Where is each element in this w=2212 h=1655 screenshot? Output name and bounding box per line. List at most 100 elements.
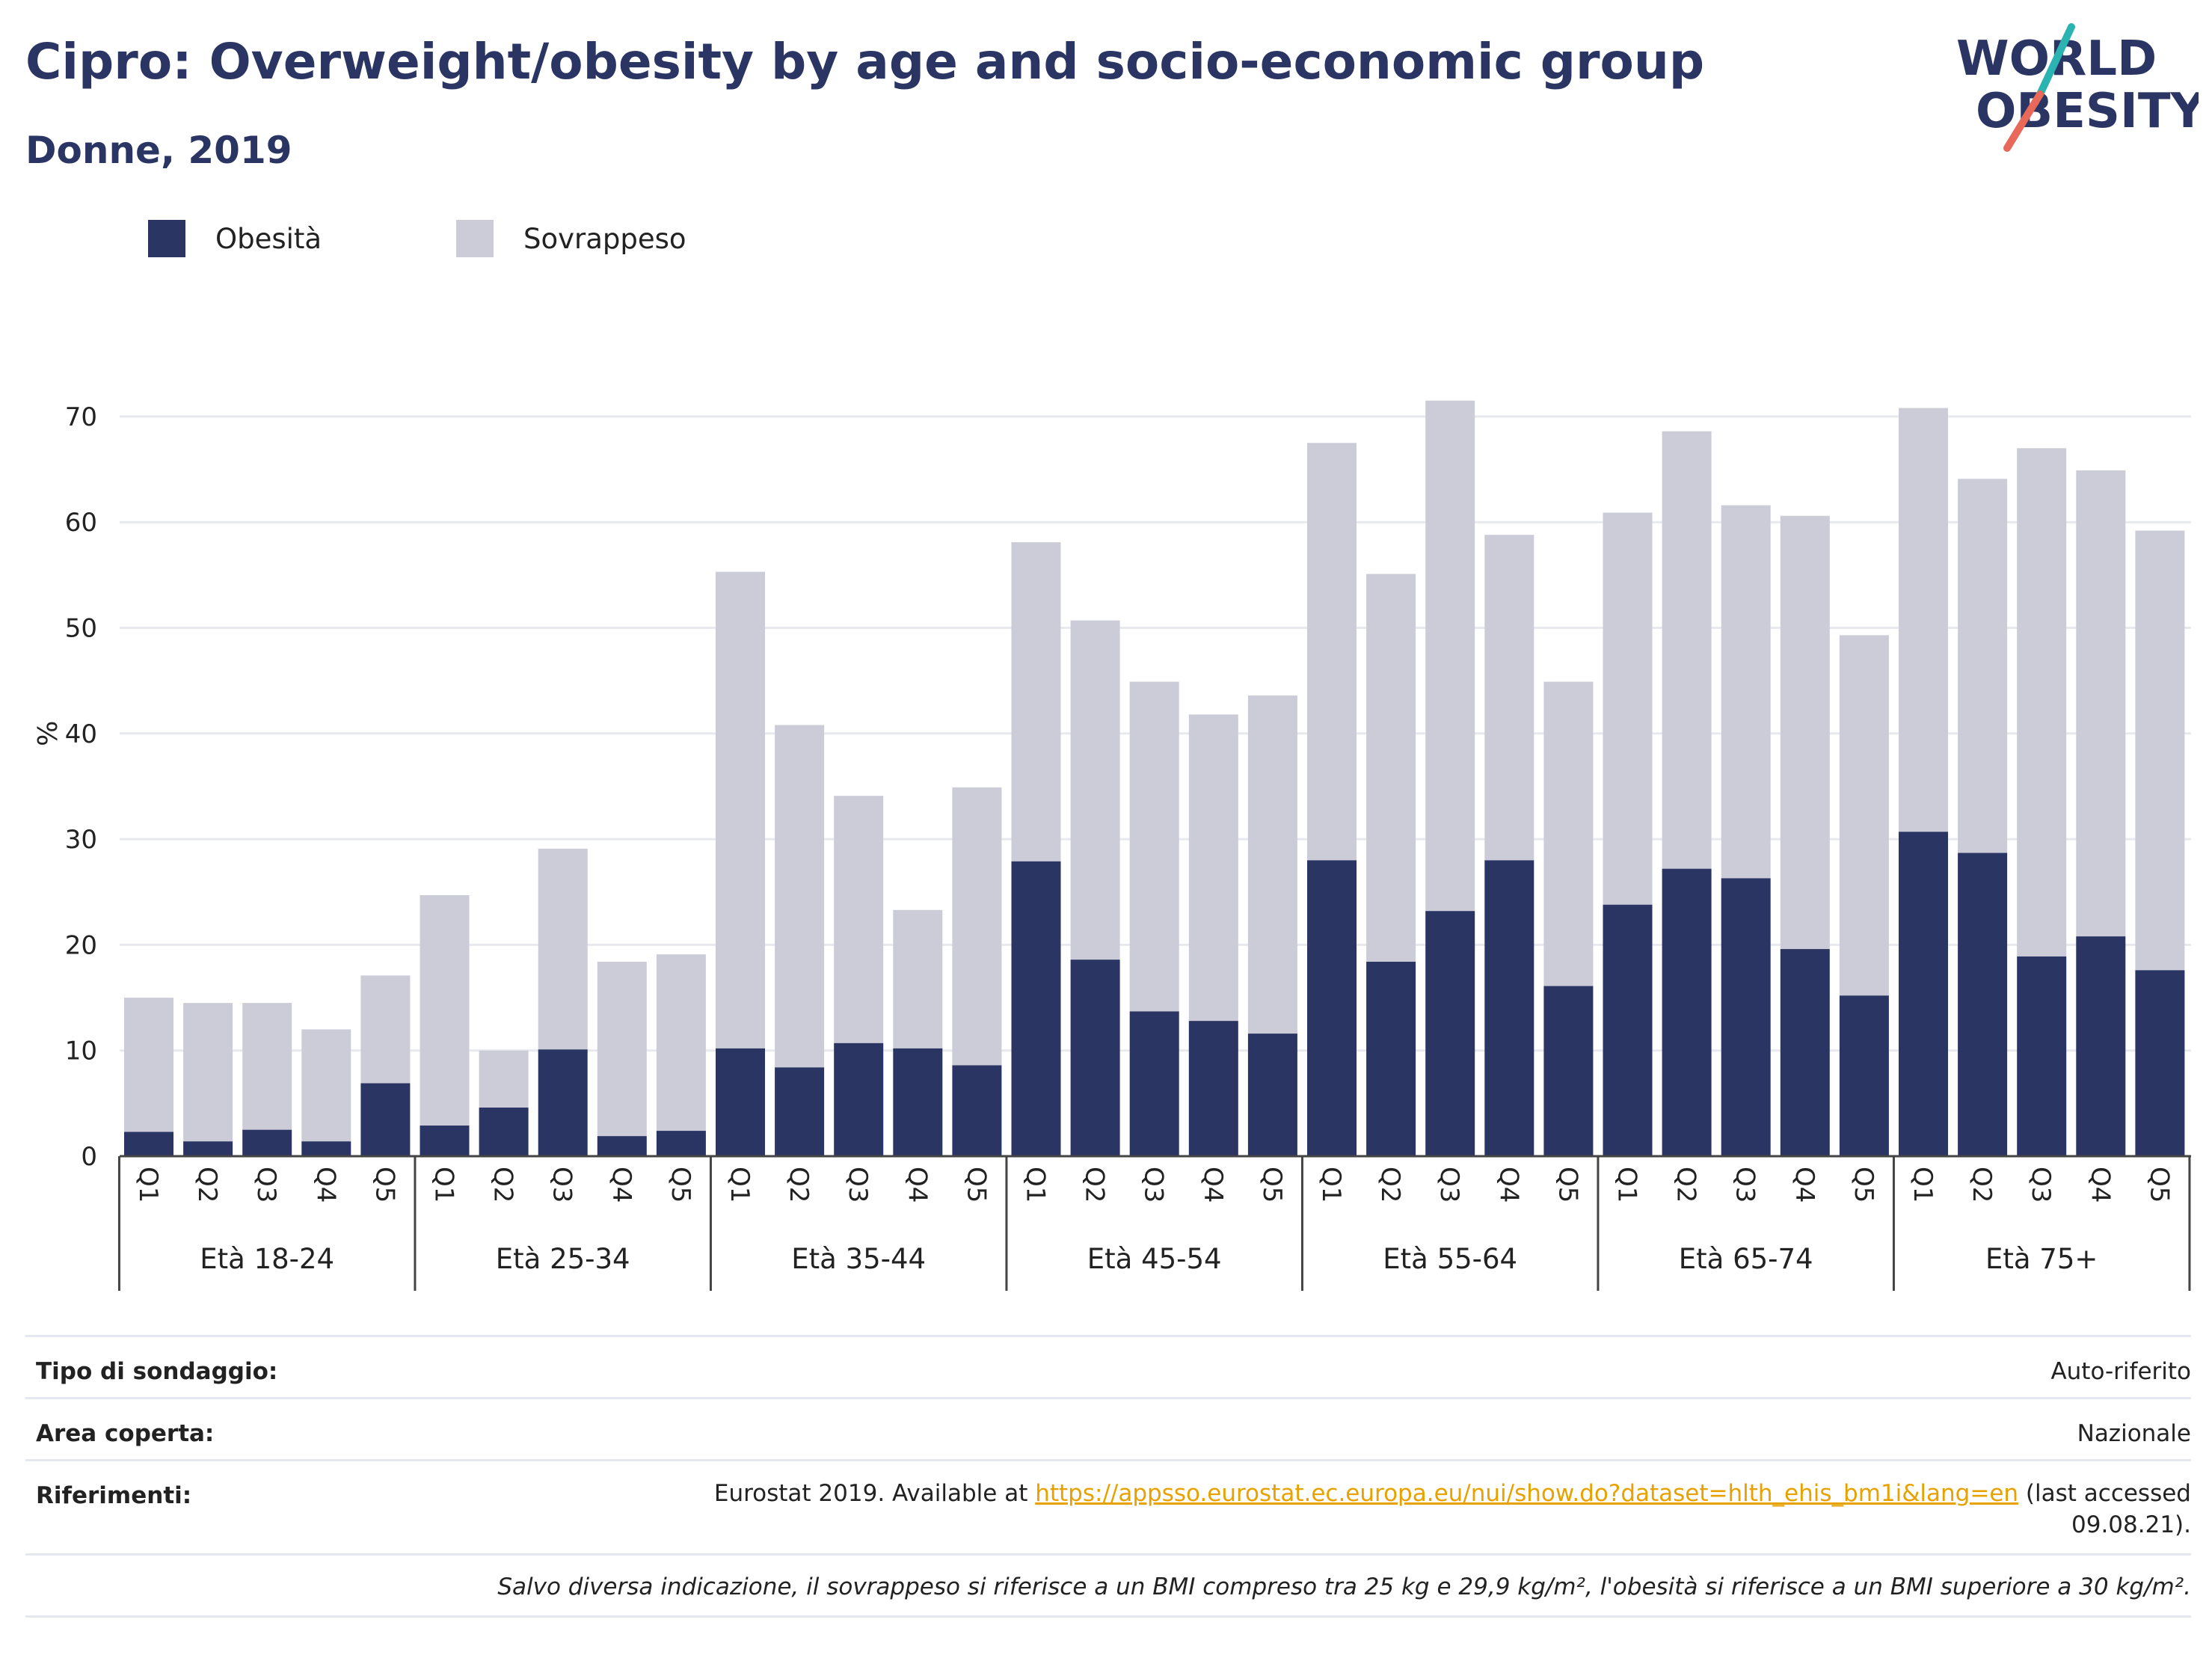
page-title: Cipro: Overweight/obesity by age and soc… — [25, 33, 1705, 90]
x-tick-label-quintile: Q5 — [1552, 1167, 1582, 1203]
bar-obesity — [1188, 1021, 1238, 1156]
x-tick-label-quintile: Q4 — [2085, 1167, 2115, 1203]
bar-overweight — [1603, 512, 1653, 905]
bar-overweight — [597, 962, 647, 1137]
bar-obesity — [183, 1141, 233, 1156]
y-tick-label: 10 — [65, 1037, 97, 1066]
x-tick-label-quintile: Q5 — [666, 1167, 695, 1203]
bar-obesity — [2017, 956, 2067, 1156]
x-tick-label-quintile: Q4 — [310, 1167, 340, 1203]
x-tick-label-quintile: Q5 — [1257, 1167, 1287, 1203]
bar-overweight — [1366, 574, 1416, 962]
bar-obesity — [952, 1065, 1002, 1156]
bar-overweight — [420, 894, 470, 1126]
bar-obesity — [301, 1141, 351, 1156]
references-link[interactable]: https://appsso.eurostat.ec.europa.eu/nui… — [1035, 1480, 2019, 1507]
y-tick-label: 30 — [65, 825, 97, 855]
bar-obesity — [360, 1083, 411, 1156]
y-tick-label: 0 — [81, 1142, 97, 1172]
bar-overweight — [2017, 448, 2067, 957]
x-tick-label-quintile: Q3 — [547, 1167, 577, 1203]
x-tick-label-quintile: Q1 — [1908, 1167, 1938, 1203]
y-tick-label: 40 — [65, 719, 97, 749]
x-group-label: Età 45-54 — [1087, 1243, 1222, 1275]
area-label: Area coperta: — [36, 1420, 215, 1447]
bar-obesity — [1425, 911, 1475, 1156]
bar-obesity — [479, 1108, 529, 1156]
bar-overweight — [1247, 695, 1297, 1034]
bar-obesity — [1721, 878, 1771, 1156]
x-tick-label-quintile: Q2 — [1671, 1167, 1701, 1203]
legend-label-overweight: Sovrappeso — [523, 222, 686, 255]
bar-overweight — [183, 1003, 233, 1142]
logo-text-obesity: OBESITY — [1976, 84, 2199, 139]
bar-obesity — [1070, 959, 1120, 1156]
x-group-label: Età 75+ — [1985, 1243, 2098, 1275]
x-tick-label-quintile: Q4 — [902, 1167, 932, 1203]
x-group-label: Età 55-64 — [1383, 1243, 1517, 1275]
bar-overweight — [360, 975, 411, 1084]
x-tick-label-quintile: Q1 — [429, 1167, 459, 1203]
x-tick-label-quintile: Q2 — [1967, 1167, 1997, 1203]
bar-overweight — [775, 725, 825, 1068]
bar-overweight — [716, 571, 765, 1048]
info-row-survey-type: Tipo di sondaggio: Auto-riferito — [25, 1335, 2191, 1397]
area-value: Nazionale — [2077, 1420, 2191, 1447]
bar-overweight — [1188, 714, 1238, 1022]
bar-overweight — [952, 787, 1002, 1066]
x-tick-label-quintile: Q2 — [784, 1167, 814, 1203]
x-tick-label-quintile: Q2 — [1080, 1167, 1110, 1203]
bar-overweight — [301, 1029, 351, 1142]
bar-obesity — [834, 1043, 884, 1156]
info-table: Tipo di sondaggio: Auto-riferito Area co… — [25, 1335, 2191, 1618]
x-tick-label-quintile: Q3 — [843, 1167, 873, 1203]
x-tick-label-quintile: Q2 — [1375, 1167, 1405, 1203]
bar-overweight — [538, 848, 588, 1050]
legend-label-obesity: Obesità — [215, 222, 322, 255]
x-tick-label-quintile: Q4 — [1493, 1167, 1523, 1203]
y-tick-label: 60 — [65, 508, 97, 538]
legend-item-obesity: Obesità — [148, 220, 322, 257]
bar-obesity — [597, 1136, 647, 1156]
bar-overweight — [1129, 681, 1179, 1012]
legend-item-overweight: Sovrappeso — [456, 220, 686, 257]
bar-obesity — [1958, 853, 2008, 1156]
bar-overweight — [1780, 515, 1830, 950]
bar-obesity — [124, 1132, 173, 1156]
x-tick-label-quintile: Q4 — [1198, 1167, 1228, 1203]
x-tick-label-quintile: Q2 — [488, 1167, 518, 1203]
bar-overweight — [2135, 530, 2185, 971]
bar-overweight — [1070, 620, 1120, 960]
x-tick-label-quintile: Q5 — [369, 1167, 399, 1203]
x-tick-label-quintile: Q5 — [2144, 1167, 2174, 1203]
bar-overweight — [1958, 479, 2008, 853]
x-tick-label-quintile: Q1 — [1612, 1167, 1642, 1203]
bar-obesity — [1899, 832, 1948, 1156]
info-row-area: Area coperta: Nazionale — [25, 1397, 2191, 1459]
references-value: Eurostat 2019. Available at https://apps… — [714, 1461, 2191, 1541]
logo-slash-teal — [2036, 23, 2075, 98]
bar-obesity — [1603, 904, 1653, 1156]
bar-obesity — [242, 1129, 292, 1156]
info-row-note: Salvo diversa indicazione, il sovrappeso… — [25, 1553, 2191, 1618]
bar-obesity — [1129, 1011, 1179, 1156]
bar-obesity — [1011, 861, 1061, 1156]
bar-overweight — [1721, 505, 1771, 879]
bar-overweight — [1307, 443, 1357, 861]
page-subtitle: Donne, 2019 — [25, 129, 292, 172]
bar-overweight — [242, 1003, 292, 1130]
x-tick-label-quintile: Q2 — [192, 1167, 222, 1203]
logo-slash-coral — [2003, 90, 2044, 152]
x-tick-label-quintile: Q5 — [1849, 1167, 1878, 1203]
bar-obesity — [1780, 949, 1830, 1156]
y-axis-label: % — [33, 721, 64, 746]
bar-obesity — [2135, 970, 2185, 1156]
bar-overweight — [1543, 681, 1594, 986]
bar-obesity — [1307, 860, 1357, 1156]
survey-type-label: Tipo di sondaggio: — [36, 1358, 278, 1385]
references-label: Riferimenti: — [36, 1482, 192, 1509]
x-tick-label-quintile: Q1 — [1021, 1167, 1051, 1203]
stacked-bar-chart: 0 10 20 30 40 50 60 70% Q1 Q2 Q3 Q4 Q5 Q1 Q2 Q3 Q4 Q5 Q1 Q2… — [33, 400, 2191, 1291]
x-tick-label-quintile: Q5 — [961, 1167, 991, 1203]
bar-obesity — [1839, 995, 1889, 1156]
